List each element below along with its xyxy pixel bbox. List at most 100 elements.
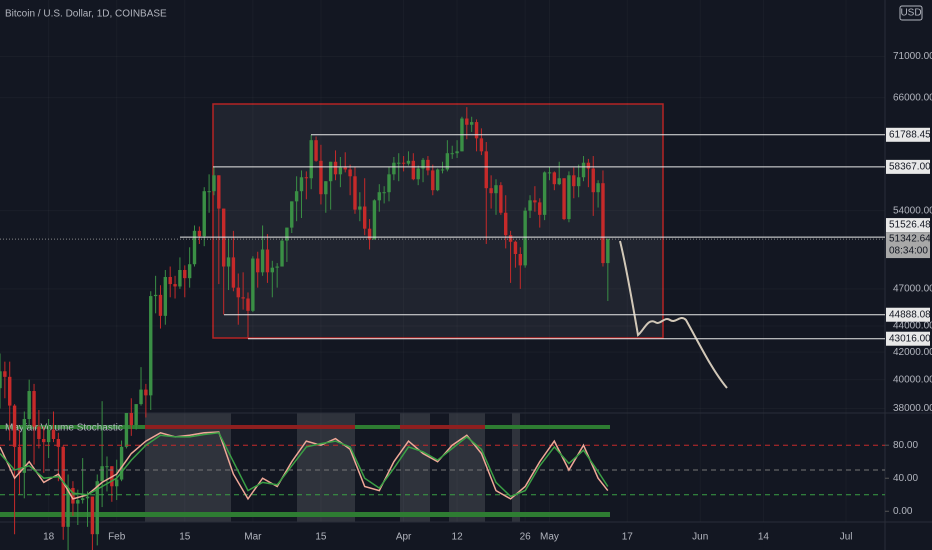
candle-body <box>192 230 197 265</box>
candle-body <box>290 201 294 228</box>
candle-body <box>22 419 27 473</box>
candle-body <box>440 169 445 171</box>
candle-body <box>207 191 211 193</box>
y-tick-label: 44000.00 <box>893 321 932 332</box>
candle-body <box>105 466 109 468</box>
y-tick-label: 38000.00 <box>893 403 932 414</box>
y-tick-label: 47000.00 <box>893 283 932 294</box>
candle-body <box>280 240 284 267</box>
x-tick-label: 12 <box>452 532 464 543</box>
price-label-box <box>886 307 930 322</box>
candle-body <box>479 138 484 152</box>
candle-body <box>523 210 527 266</box>
candle-body <box>367 228 372 240</box>
candle-body <box>416 168 420 180</box>
price-label-box <box>886 218 930 233</box>
candle-body <box>324 181 328 195</box>
candle-body <box>586 162 591 169</box>
candle-body <box>226 257 231 267</box>
candle-body <box>513 241 518 255</box>
candle-body <box>265 249 270 273</box>
candle-body <box>168 276 172 285</box>
candle-body <box>178 269 182 287</box>
candle-body <box>348 169 352 177</box>
indicator-title: Mayfair Volume Stochastic <box>5 423 123 434</box>
candle-body <box>494 185 498 194</box>
indicator-shading <box>0 413 610 522</box>
y-tick-label: 71000.00 <box>893 51 932 62</box>
candle-body <box>61 446 65 527</box>
candle-body <box>504 212 508 236</box>
candle-body <box>406 160 411 164</box>
candle-body <box>12 405 17 447</box>
candle-body <box>421 159 425 169</box>
candle-body <box>455 151 459 154</box>
candle-body <box>56 438 61 447</box>
candle-body <box>299 177 304 192</box>
candle-body <box>445 153 450 170</box>
indicator-tick-label: 80.00 <box>893 440 918 451</box>
candle-body <box>309 140 313 179</box>
range-box <box>212 103 664 339</box>
candle-body <box>153 294 158 297</box>
y-tick-label: 54000.00 <box>893 205 932 216</box>
x-tick-label: May <box>540 532 559 543</box>
candle-body <box>431 170 435 191</box>
x-tick-label: Jul <box>840 532 853 543</box>
candle-body <box>129 413 133 426</box>
candle-body <box>581 162 586 178</box>
candle-body <box>17 446 22 473</box>
candle-body <box>489 188 493 194</box>
candle-body <box>144 389 148 396</box>
candle-body <box>411 160 416 180</box>
candle-body <box>46 429 51 443</box>
price-label: 43016.00 <box>889 333 931 344</box>
currency: USD <box>900 8 921 19</box>
candle-body <box>314 140 318 161</box>
candle-body <box>576 177 581 187</box>
candle-body <box>8 376 12 406</box>
candle-body <box>392 162 396 175</box>
candle-body <box>562 178 566 220</box>
candle-body <box>435 169 440 191</box>
candle-body <box>465 118 469 125</box>
countdown: 08:34:00 <box>889 246 928 257</box>
candle-body <box>3 371 7 377</box>
indicator-tick-label: 40.00 <box>893 473 918 484</box>
x-tick-label: Mar <box>244 532 262 543</box>
candle-body <box>134 404 138 426</box>
candle-body <box>212 175 216 192</box>
candle-body <box>187 264 192 279</box>
candle-body <box>119 446 124 480</box>
candle-body <box>552 172 557 185</box>
candle-body <box>294 191 299 202</box>
candle-body <box>474 122 479 139</box>
candle-body <box>246 298 250 311</box>
candle-body <box>124 413 129 447</box>
candle-body <box>333 161 338 175</box>
candle-body <box>260 249 265 273</box>
candle-body <box>76 500 80 504</box>
candle-body <box>319 160 323 195</box>
candle-body <box>567 175 571 220</box>
candle-body <box>217 175 221 209</box>
candle-body <box>591 168 595 193</box>
candle-body <box>601 183 605 264</box>
price-label: 61788.45 <box>889 129 931 140</box>
candle-body <box>557 178 561 185</box>
candle-body <box>382 192 386 194</box>
x-tick-label: Feb <box>108 532 126 543</box>
candle-body <box>27 391 31 420</box>
candle-body <box>285 227 289 241</box>
x-tick-label: 15 <box>315 532 327 543</box>
candle-body <box>572 175 576 187</box>
last-price: 51342.64 <box>889 234 931 245</box>
candle-body <box>377 192 381 201</box>
candle-body <box>275 266 279 268</box>
candle-body <box>51 429 56 439</box>
x-tick-label: 18 <box>43 532 55 543</box>
candle-body <box>115 479 119 487</box>
shade <box>297 413 355 522</box>
candle-body <box>270 267 275 273</box>
candle-body <box>149 296 153 396</box>
